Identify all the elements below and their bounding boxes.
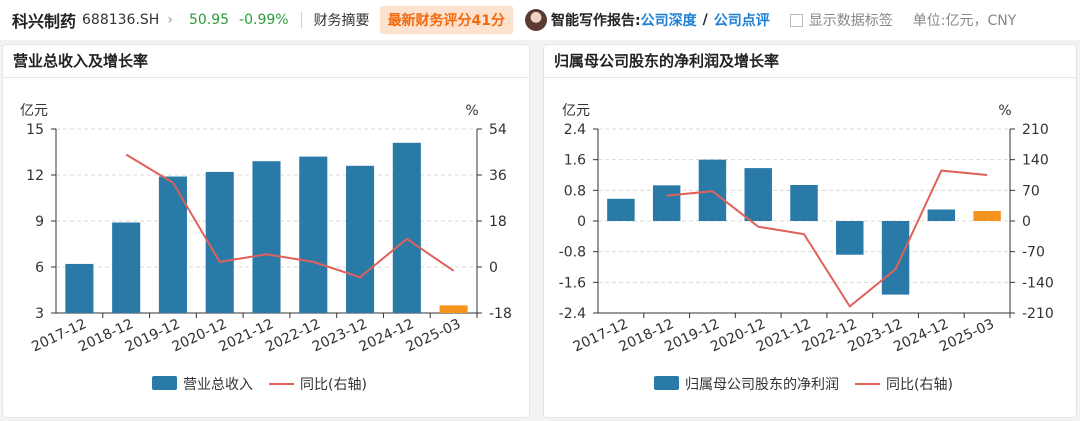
stock-name: 科兴制药 — [12, 12, 77, 31]
y-tick-label-left: 0.8 — [564, 183, 586, 199]
bar — [652, 185, 681, 221]
bar — [299, 156, 328, 313]
net-profit-chart-title: 归属母公司股东的净利润及增长率 — [544, 45, 1076, 78]
y-tick-label-left: -1.6 — [559, 275, 586, 291]
left-axis-unit: 亿元 — [20, 103, 48, 119]
bar — [790, 184, 818, 221]
y-tick-label-right: 54 — [489, 122, 507, 138]
y-tick-label-right: 36 — [489, 168, 507, 184]
legend-bar-label: 归属母公司股东的净利润 — [685, 376, 839, 393]
y-tick-label-right: 70 — [1022, 183, 1040, 199]
financial-summary-link[interactable]: 财务摘要 — [313, 13, 370, 29]
bar — [439, 305, 468, 313]
right-axis-unit: % — [465, 103, 478, 119]
divider — [300, 12, 302, 28]
show-labels-label[interactable]: 显示数据标签 — [808, 13, 893, 29]
right-axis-unit: % — [998, 103, 1011, 119]
y-tick-label-left: -2.4 — [559, 306, 586, 322]
chevron-right-icon[interactable]: › — [167, 12, 173, 28]
y-tick-label-right: -210 — [1022, 306, 1054, 322]
revenue-chart-title: 营业总收入及增长率 — [3, 45, 529, 78]
y-tick-label-left: 15 — [26, 122, 44, 138]
y-tick-label-left: 12 — [26, 168, 44, 184]
stock-price: 50.95 — [188, 12, 230, 28]
report-label: 智能写作报告: — [551, 13, 641, 29]
y-tick-label-right: -70 — [1022, 245, 1045, 261]
y-tick-label-left: -0.8 — [559, 245, 586, 261]
bar — [112, 222, 141, 313]
net-profit-panel: 归属母公司股东的净利润及增长率 2.4 210 1.6 140 0.8 70 0 0 -0.8 -… — [543, 44, 1077, 418]
report-link-deep[interactable]: 公司深度 — [640, 13, 697, 29]
y-tick-label-right: -140 — [1022, 275, 1054, 291]
legend-bar-swatch — [654, 376, 679, 390]
bar — [744, 168, 772, 221]
y-tick-label-left: 2.4 — [564, 122, 586, 138]
y-tick-label-right: 0 — [1022, 214, 1031, 230]
y-tick-label-left: 0 — [577, 214, 586, 230]
bar — [205, 171, 234, 313]
show-labels-checkbox[interactable] — [789, 13, 803, 27]
legend-bar-swatch — [152, 376, 177, 390]
left-axis-unit: 亿元 — [562, 103, 590, 119]
y-tick-label-right: 140 — [1022, 153, 1049, 169]
bar — [836, 221, 864, 255]
bar — [158, 176, 187, 313]
legend-line-label: 同比(右轴) — [886, 377, 953, 393]
y-tick-label-right: 18 — [489, 214, 507, 230]
revenue-panel: 营业总收入及增长率 15 54 12 36 9 18 6 0 3 -18 亿元% 2017-12 201… — [2, 44, 530, 418]
y-tick-label-right: -18 — [489, 306, 512, 322]
unit-label: 单位:亿元，CNY — [912, 13, 1017, 29]
y-tick-label-left: 1.6 — [564, 153, 586, 169]
bar — [392, 142, 421, 313]
bar — [973, 211, 1001, 221]
header-bar: 科兴制药 688136.SH › 50.95 -0.99% 财务摘要 最新财务评… — [0, 0, 1080, 40]
bar — [881, 221, 910, 295]
growth-line — [666, 169, 988, 308]
y-tick-label-right: 210 — [1022, 122, 1049, 138]
bar — [607, 198, 635, 221]
bar — [346, 165, 375, 313]
net-profit-chart: 2.4 210 1.6 140 0.8 70 0 0 -0.8 -70 -1.6 -140 -2.4 -2… — [559, 103, 1054, 393]
report-separator: / — [702, 12, 708, 28]
y-tick-label-right: 0 — [489, 260, 498, 276]
y-tick-label-left: 3 — [35, 306, 44, 322]
legend-line-label: 同比(右轴) — [300, 377, 367, 393]
report-link-review[interactable]: 公司点评 — [713, 13, 770, 29]
financial-score-badge[interactable]: 最新财务评分41分 — [379, 6, 514, 34]
bar — [65, 263, 94, 313]
y-tick-label-left: 6 — [35, 260, 44, 276]
stock-code: 688136.SH — [82, 12, 160, 28]
bar — [927, 209, 956, 221]
legend-bar-label: 营业总收入 — [183, 377, 253, 393]
avatar — [525, 9, 548, 31]
bar — [252, 161, 281, 313]
growth-line — [125, 153, 455, 279]
y-tick-label-left: 9 — [35, 214, 44, 230]
price-change: -0.99% — [239, 12, 289, 28]
